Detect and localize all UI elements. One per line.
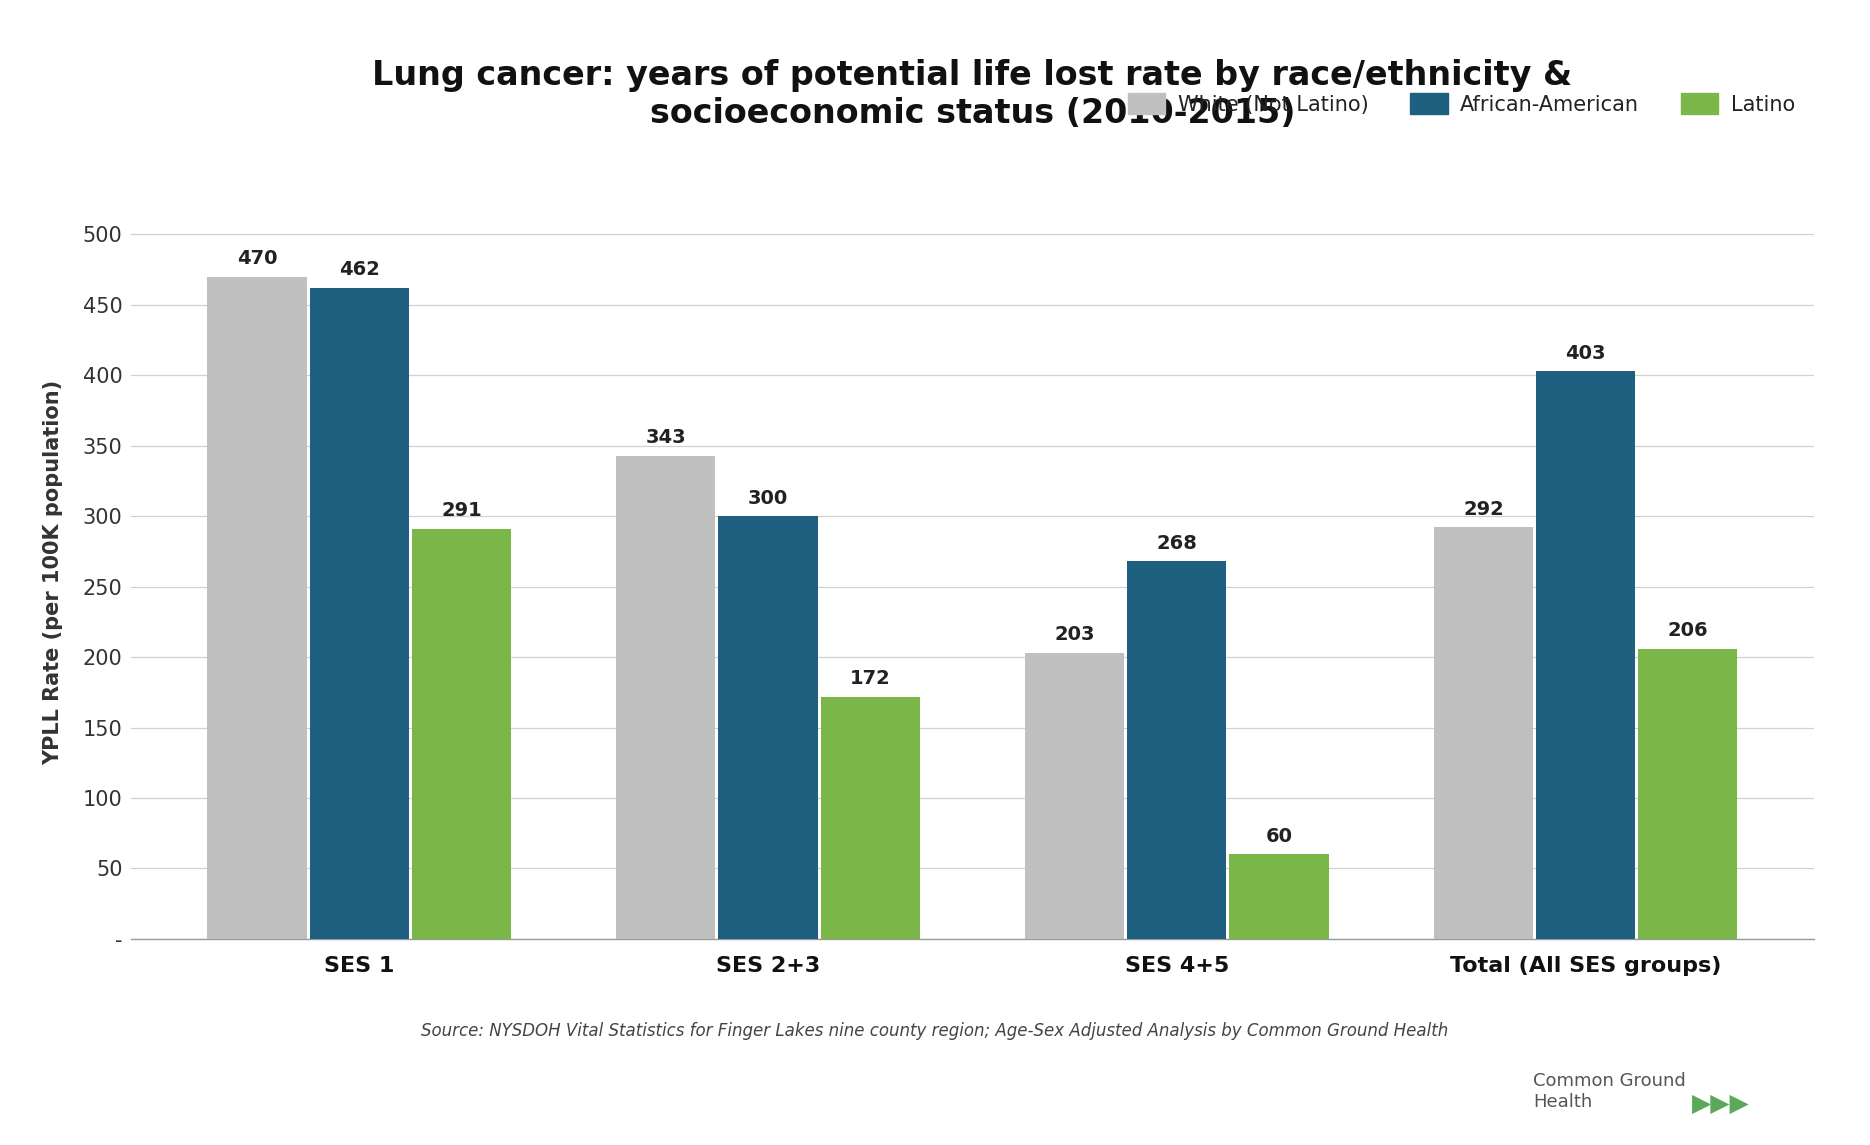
Text: 203: 203 [1055, 625, 1094, 645]
Text: 206: 206 [1668, 621, 1707, 640]
Text: 403: 403 [1565, 344, 1606, 363]
Bar [718, 516, 817, 939]
Text: 292: 292 [1462, 500, 1503, 519]
Text: 462: 462 [338, 260, 380, 279]
Text: 172: 172 [849, 669, 890, 688]
Bar [1229, 854, 1328, 939]
Bar [1535, 371, 1634, 939]
Legend: White (Not Latino), African-American, Latino: White (Not Latino), African-American, La… [1120, 85, 1803, 123]
Text: 268: 268 [1156, 534, 1197, 553]
Bar [617, 456, 716, 939]
Bar [1434, 528, 1533, 939]
Bar [821, 696, 920, 939]
Bar [1025, 653, 1124, 939]
Text: Source: NYSDOH Vital Statistics for Finger Lakes nine county region; Age-Sex Adj: Source: NYSDOH Vital Statistics for Fing… [421, 1021, 1449, 1040]
Text: 60: 60 [1266, 827, 1292, 846]
Text: ▶▶▶: ▶▶▶ [1692, 1092, 1750, 1116]
Text: 300: 300 [748, 489, 787, 507]
Text: Common Ground
Health: Common Ground Health [1533, 1072, 1687, 1111]
Text: 470: 470 [237, 250, 277, 268]
Text: 343: 343 [645, 428, 686, 447]
Bar [1128, 561, 1227, 939]
Bar [310, 287, 410, 939]
Text: 291: 291 [441, 502, 482, 520]
Bar [208, 277, 307, 939]
Y-axis label: YPLL Rate (per 100K population): YPLL Rate (per 100K population) [43, 380, 64, 765]
Title: Lung cancer: years of potential life lost rate by race/ethnicity &
socioeconomic: Lung cancer: years of potential life los… [372, 58, 1573, 129]
Bar [411, 529, 511, 939]
Bar [1638, 648, 1737, 939]
